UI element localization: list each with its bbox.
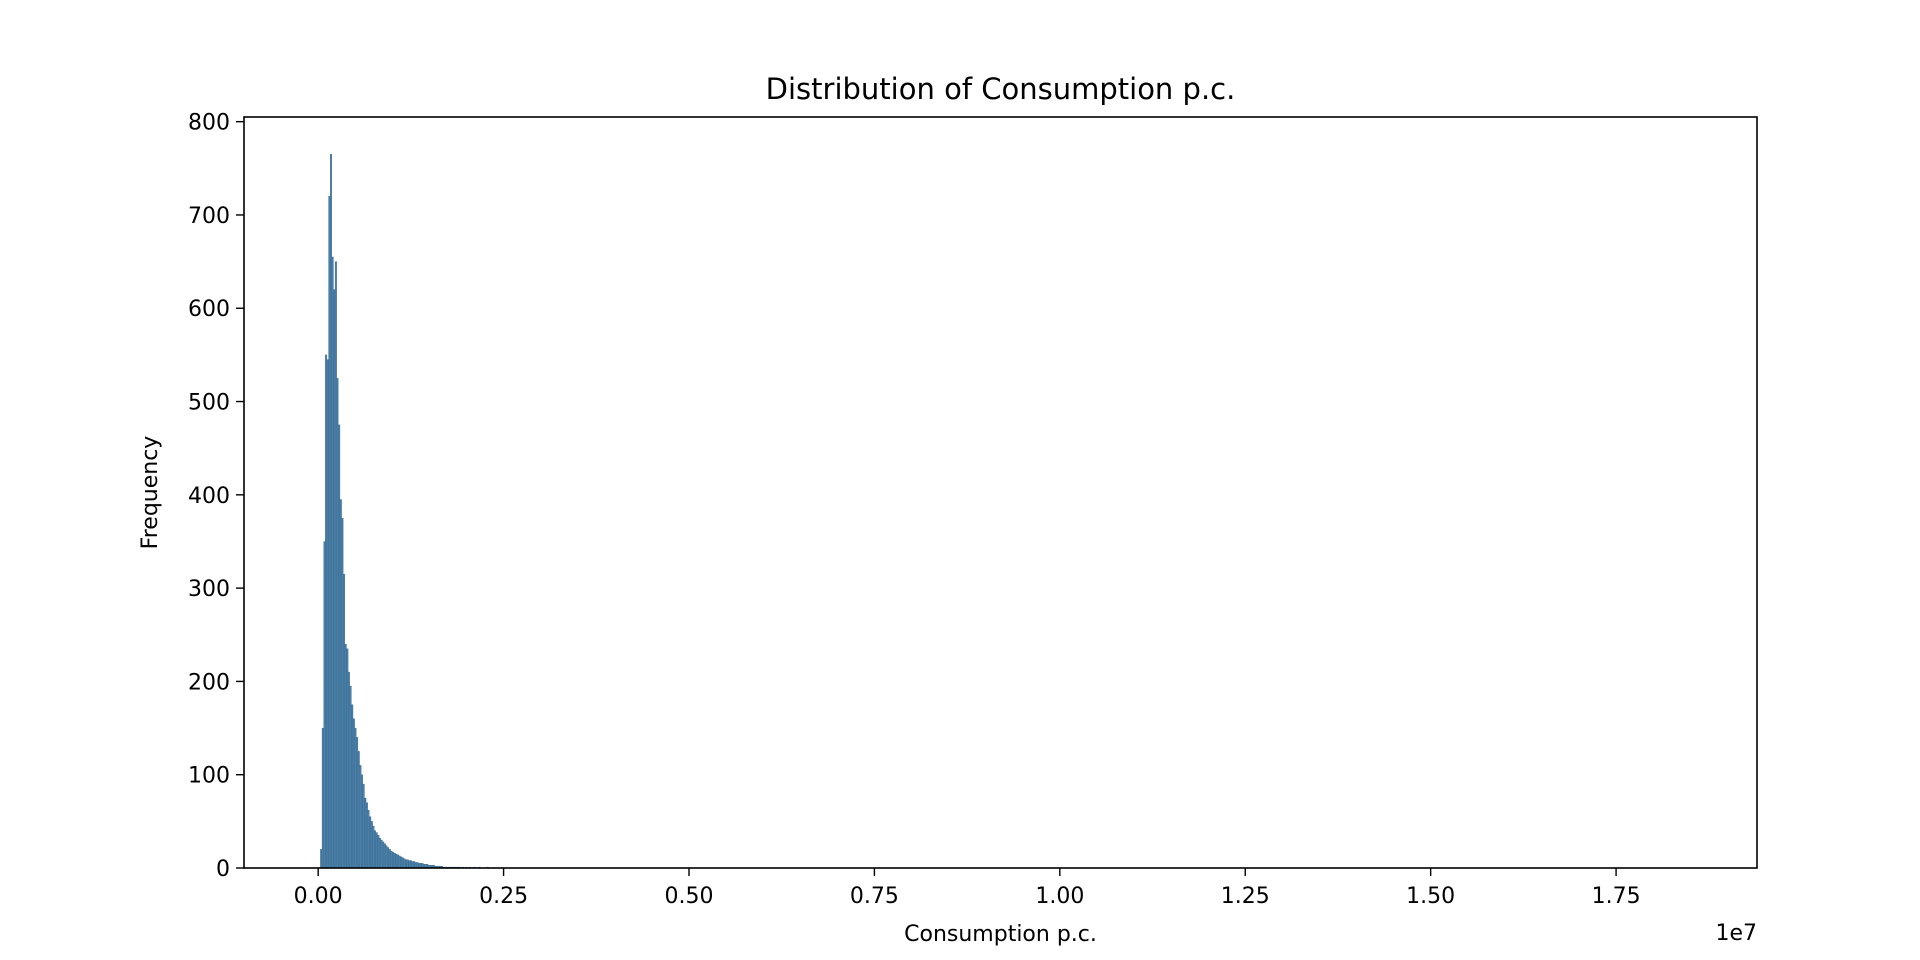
histogram-bar xyxy=(323,541,326,869)
histogram-bars xyxy=(320,154,489,869)
histogram-bar xyxy=(393,852,396,869)
x-tick-label: 0.25 xyxy=(479,884,528,909)
histogram-bar xyxy=(351,704,354,869)
histogram-bar xyxy=(372,825,375,869)
histogram-bar xyxy=(328,196,331,869)
x-tick-label: 0.75 xyxy=(850,884,899,909)
y-tick-label: 800 xyxy=(188,111,230,136)
histogram-bar xyxy=(401,857,404,869)
histogram-bar xyxy=(365,802,368,869)
histogram-bar xyxy=(382,841,385,869)
y-tick-label: 600 xyxy=(188,297,230,322)
chart-title: Distribution of Consumption p.c. xyxy=(766,72,1236,106)
histogram-bar xyxy=(374,830,377,869)
histogram-bar xyxy=(343,573,346,869)
histogram-bar xyxy=(395,853,398,869)
histogram-bar xyxy=(344,643,347,869)
y-tick-label: 700 xyxy=(188,204,230,229)
y-axis-label: Frequency xyxy=(138,436,163,550)
histogram-bar xyxy=(341,518,344,869)
x-axis-offset-label: 1e7 xyxy=(1715,921,1757,946)
histogram-bar xyxy=(390,851,393,869)
histogram-bar xyxy=(338,424,341,869)
x-tick-label: 1.75 xyxy=(1592,884,1641,909)
x-tick-label: 1.25 xyxy=(1221,884,1270,909)
x-tick-label: 1.00 xyxy=(1035,884,1084,909)
histogram-bar xyxy=(398,855,401,869)
x-tick-label: 1.50 xyxy=(1406,884,1455,909)
x-tick-label: 0.00 xyxy=(294,884,343,909)
histogram-bar xyxy=(396,854,399,869)
histogram-bar xyxy=(414,862,417,869)
histogram-bar xyxy=(362,783,365,869)
histogram-bar xyxy=(413,861,416,869)
histogram-bar xyxy=(367,810,370,869)
histogram-bar xyxy=(400,856,403,869)
histogram-bar xyxy=(321,727,324,869)
histogram-bar xyxy=(387,847,390,869)
histogram-bar xyxy=(325,354,328,869)
histogram-bar xyxy=(347,671,350,869)
histogram-bar xyxy=(409,860,412,869)
y-tick-label: 0 xyxy=(216,857,230,882)
histogram-bar xyxy=(339,499,342,869)
histogram-bar xyxy=(356,737,359,869)
histogram-bar xyxy=(336,378,339,869)
y-tick-label: 400 xyxy=(188,484,230,509)
histogram-bar xyxy=(354,727,357,869)
histogram-bar xyxy=(377,835,380,869)
histogram-bar xyxy=(359,765,362,869)
histogram-bar xyxy=(331,256,334,869)
plot-area-frame xyxy=(243,116,1758,869)
histogram-bar xyxy=(330,154,332,869)
histogram-bar xyxy=(320,849,323,869)
histogram-bar xyxy=(385,845,388,869)
x-axis-label: Consumption p.c. xyxy=(904,922,1097,947)
histogram-bar xyxy=(405,859,408,869)
histogram-bar xyxy=(411,861,414,869)
histogram-bar xyxy=(378,837,381,869)
histogram-bar xyxy=(392,851,394,869)
histogram-bar xyxy=(364,797,367,869)
histogram-bar xyxy=(375,832,378,869)
histogram-bar xyxy=(369,816,372,869)
x-axis-ticks: 0.00 0.25 0.50 0.75 1.00 1.25 1.50 1.75 xyxy=(294,868,1641,909)
y-axis-ticks: 0 100 200 300 400 500 600 700 800 xyxy=(188,111,244,882)
histogram-bar xyxy=(357,751,360,869)
y-tick-label: 100 xyxy=(188,764,230,789)
histogram-bar xyxy=(334,261,337,869)
y-tick-label: 200 xyxy=(188,670,230,695)
histogram-bar xyxy=(380,839,383,869)
histogram-bar xyxy=(361,774,363,869)
x-tick-label: 0.50 xyxy=(665,884,714,909)
histogram-bar xyxy=(383,843,386,869)
histogram-bar xyxy=(349,685,352,869)
y-tick-label: 300 xyxy=(188,577,230,602)
histogram-bar xyxy=(352,718,355,869)
histogram-bar xyxy=(333,289,336,869)
histogram-bar xyxy=(388,849,391,869)
histogram-bar xyxy=(403,858,406,869)
histogram-bar xyxy=(408,860,411,869)
histogram-bar xyxy=(346,648,349,869)
histogram-bar xyxy=(370,821,373,869)
histogram-bar xyxy=(326,359,329,869)
y-tick-label: 500 xyxy=(188,391,230,416)
histogram-bar xyxy=(416,862,419,869)
histogram-bar xyxy=(406,859,409,869)
